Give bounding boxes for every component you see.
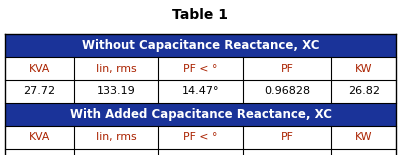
Text: KW: KW [355,64,373,73]
Text: 133.19: 133.19 [97,86,135,96]
Text: PF: PF [281,132,294,142]
Bar [5,34,396,57]
Text: 0.96828: 0.96828 [264,86,310,96]
Text: Table 1: Table 1 [172,8,229,22]
Text: Iin, rms: Iin, rms [95,64,136,73]
Text: 26.82: 26.82 [348,86,380,96]
Text: KVA: KVA [28,64,50,73]
Text: KVA: KVA [28,132,50,142]
Text: With Added Capacitance Reactance, XC: With Added Capacitance Reactance, XC [69,108,332,121]
Text: PF < °: PF < ° [183,64,218,73]
Text: PF < °: PF < ° [183,132,218,142]
Bar [5,103,396,126]
Bar [5,80,396,103]
Bar [5,126,396,149]
Text: KW: KW [355,132,373,142]
Text: PF: PF [281,64,294,73]
Text: 27.72: 27.72 [23,86,55,96]
Text: Without Capacitance Reactance, XC: Without Capacitance Reactance, XC [82,39,319,52]
Bar [5,149,396,155]
Bar [5,57,396,80]
Text: Iin, rms: Iin, rms [95,132,136,142]
Text: 14.47°: 14.47° [182,86,219,96]
